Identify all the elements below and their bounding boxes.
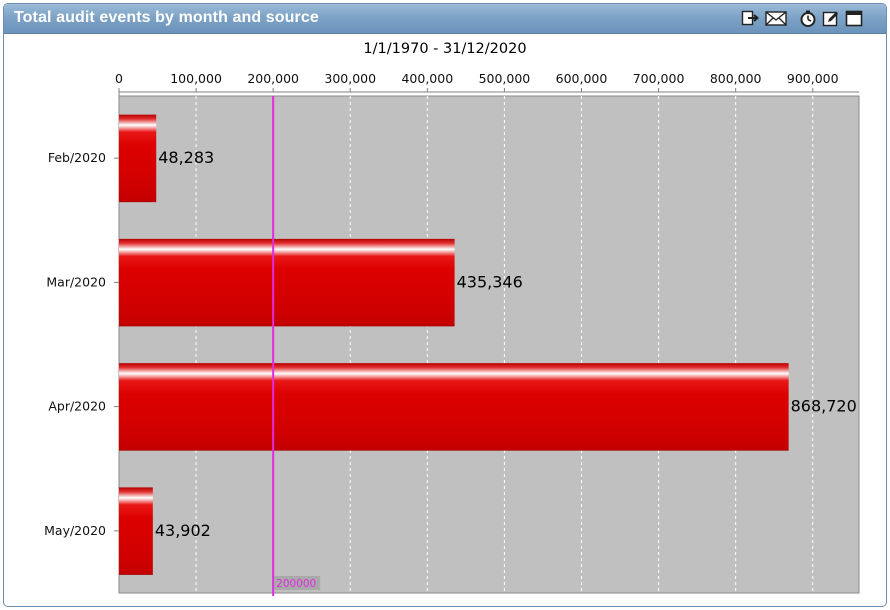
panel-titlebar: Total audit events by month and source <box>4 4 886 34</box>
x-tick-label: 300,000 <box>324 71 376 86</box>
panel-title: Total audit events by month and source <box>14 9 319 26</box>
data-label: 868,720 <box>791 397 857 416</box>
x-tick-label: 900,000 <box>787 71 839 86</box>
category-label: May/2020 <box>44 523 106 538</box>
category-label: Feb/2020 <box>48 150 106 165</box>
reference-label-bg <box>274 576 321 590</box>
x-tick-label: 600,000 <box>556 71 608 86</box>
bar <box>119 238 455 326</box>
timer-icon[interactable] <box>799 10 817 27</box>
x-tick-label: 800,000 <box>710 71 762 86</box>
export-icon[interactable] <box>741 10 760 27</box>
bar <box>119 487 153 575</box>
x-tick-label: 200,000 <box>247 71 299 86</box>
bar <box>119 114 157 202</box>
data-label: 435,346 <box>457 272 523 291</box>
edit-icon[interactable] <box>822 10 840 27</box>
chart-subtitle: 1/1/1970 - 31/12/2020 <box>363 41 526 57</box>
email-icon[interactable] <box>765 10 787 27</box>
x-tick-label: 500,000 <box>479 71 531 86</box>
reference-line-label: 200000 <box>276 578 316 590</box>
x-tick-label: 0 <box>115 71 123 86</box>
chart-panel: Total audit events by month and source <box>3 3 887 607</box>
plot-area <box>118 95 860 594</box>
bar-chart: 1/1/1970 - 31/12/2020 0 100,000 200,000 300… <box>44 41 860 596</box>
category-label: Mar/2020 <box>46 274 106 289</box>
bar <box>119 363 789 451</box>
x-tick-label: 100,000 <box>170 71 222 86</box>
maximize-icon[interactable] <box>845 10 863 27</box>
data-label: 48,283 <box>158 148 214 167</box>
x-tick-label: 700,000 <box>633 71 685 86</box>
data-label: 43,902 <box>155 521 211 540</box>
x-tick-label: 400,000 <box>401 71 453 86</box>
category-label: Apr/2020 <box>48 399 106 414</box>
